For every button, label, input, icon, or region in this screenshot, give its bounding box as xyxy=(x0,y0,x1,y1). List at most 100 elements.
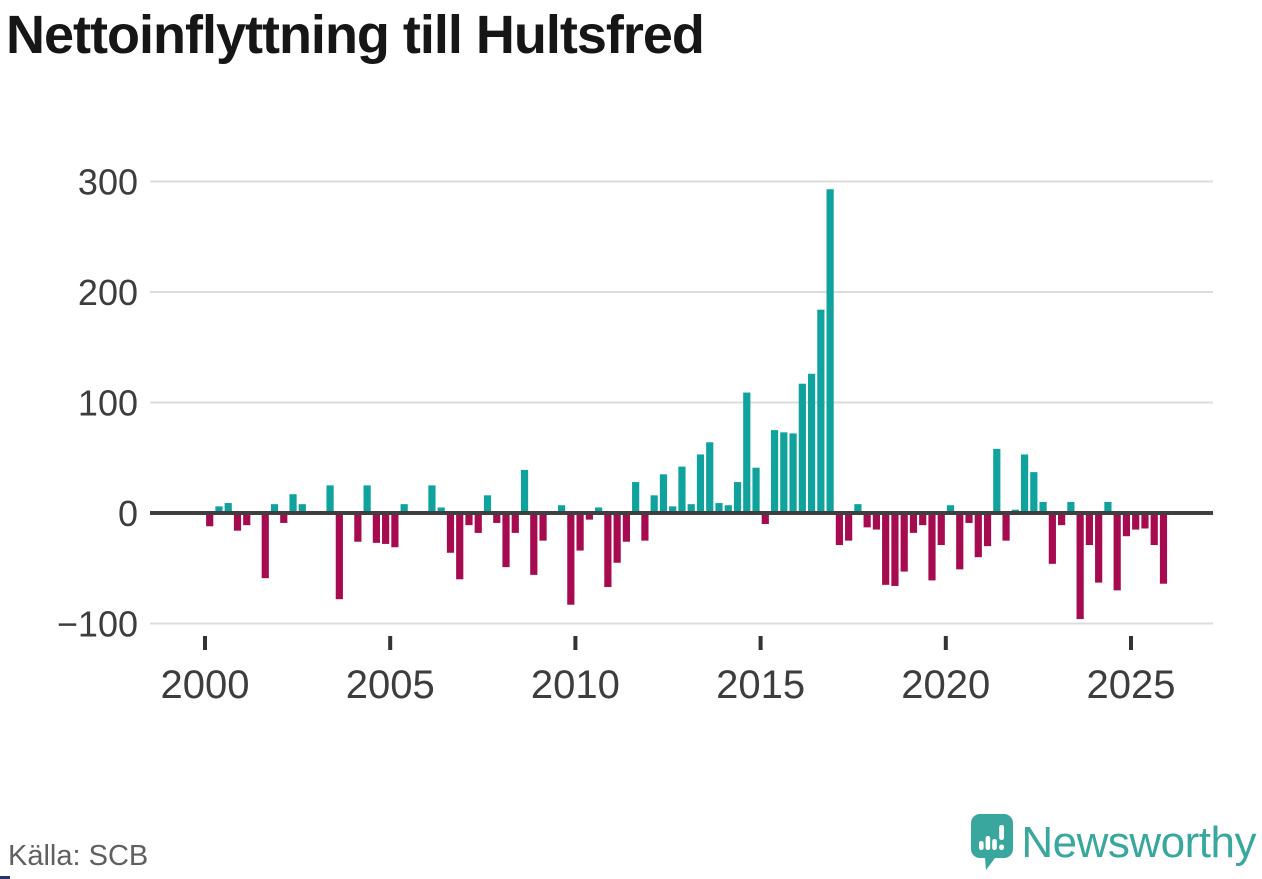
bar-2024Q4 xyxy=(1122,513,1131,537)
x-axis-tick-2000 xyxy=(203,636,207,650)
bar-2001Q1 xyxy=(243,513,251,526)
bar-2012Q3 xyxy=(669,506,677,513)
bar-2025Q3 xyxy=(1150,513,1158,546)
bar-2000Q1 xyxy=(206,513,214,527)
bar-2021Q3 xyxy=(1002,513,1010,541)
bar-2006Q3 xyxy=(446,513,455,553)
bar-2008Q3 xyxy=(520,469,529,513)
gridline-y300 xyxy=(150,180,1213,183)
bar-2005Q2 xyxy=(400,504,408,513)
bar-2019Q4 xyxy=(937,513,945,546)
x-axis-tick-2025 xyxy=(1129,636,1133,650)
bar-2014Q3 xyxy=(743,392,751,513)
x-axis-label: 2020 xyxy=(901,663,990,707)
bar-2017Q2 xyxy=(845,513,853,541)
bar-2016Q2 xyxy=(808,373,816,513)
x-axis-label: 2010 xyxy=(531,663,620,707)
bar-2025Q4 xyxy=(1159,513,1168,584)
bar-2013Q4 xyxy=(715,503,723,514)
bar-2019Q3 xyxy=(928,513,936,581)
bar-2007Q1 xyxy=(465,513,473,526)
bar-2016Q3 xyxy=(817,309,825,513)
bar-2018Q4 xyxy=(900,513,908,572)
bar-2009Q1 xyxy=(539,513,547,541)
bar-2020Q1 xyxy=(946,505,955,513)
x-axis-zero-line xyxy=(150,511,1213,515)
bar-2006Q1 xyxy=(428,485,436,514)
bar-2005Q1 xyxy=(391,513,399,548)
bar-2002Q1 xyxy=(280,513,288,523)
bar-2022Q1 xyxy=(1020,454,1029,513)
bar-2013Q3 xyxy=(706,442,714,513)
bar-2013Q2 xyxy=(696,454,705,513)
bar-2000Q4 xyxy=(233,513,242,531)
bar-2004Q3 xyxy=(372,513,380,543)
bar-2014Q1 xyxy=(724,505,732,513)
bar-2021Q1 xyxy=(983,513,992,547)
bar-2018Q2 xyxy=(882,513,890,585)
bar-2025Q2 xyxy=(1141,513,1149,529)
bottom-corner-mark xyxy=(0,876,10,879)
bar-2007Q4 xyxy=(493,513,501,523)
bar-2011Q3 xyxy=(632,482,640,513)
x-axis-tick-2005 xyxy=(388,636,393,650)
bar-2016Q4 xyxy=(826,189,834,514)
bar-2014Q4 xyxy=(752,467,760,513)
bar-2002Q2 xyxy=(289,494,297,513)
x-axis-tick-2010 xyxy=(573,636,578,650)
bar-2015Q2 xyxy=(770,430,779,514)
x-axis-label: 2000 xyxy=(161,663,250,707)
bar-2009Q3 xyxy=(557,505,566,513)
bar-2020Q4 xyxy=(974,513,982,558)
bar-2017Q1 xyxy=(835,513,843,546)
source-note: Källa: SCB xyxy=(8,840,149,872)
gridline-y100 xyxy=(150,401,1213,404)
bar-2019Q2 xyxy=(919,513,927,526)
bar-2019Q1 xyxy=(909,513,918,533)
bar-2015Q4 xyxy=(789,433,797,513)
bar-2004Q4 xyxy=(382,513,390,544)
bar-2023Q4 xyxy=(1085,513,1093,546)
bar-2022Q2 xyxy=(1030,472,1038,513)
y-axis-label: 200 xyxy=(78,272,138,313)
bar-2001Q4 xyxy=(270,504,279,513)
bar-2023Q3 xyxy=(1076,513,1084,620)
bar-2023Q1 xyxy=(1058,513,1066,526)
bar-2020Q3 xyxy=(965,513,973,523)
bar-2018Q3 xyxy=(891,513,899,586)
newsworthy-wordmark: Newsworthy xyxy=(1021,818,1256,867)
chart-title: Nettoinflyttning till Hultsfred xyxy=(6,5,705,65)
y-axis-label: 100 xyxy=(78,383,138,424)
bar-2007Q3 xyxy=(483,495,492,513)
newsworthy-logo: Newsworthy xyxy=(971,814,1256,875)
bar-2010Q3 xyxy=(595,507,603,514)
bar-2022Q4 xyxy=(1048,513,1056,564)
bar-2009Q4 xyxy=(567,513,575,605)
bar-2016Q1 xyxy=(798,383,806,513)
bar-2014Q2 xyxy=(733,482,742,513)
gridline-y-100 xyxy=(150,622,1213,625)
bar-2008Q4 xyxy=(530,513,538,575)
bar-2012Q1 xyxy=(650,495,658,513)
bar-2008Q1 xyxy=(502,513,510,568)
bar-2017Q4 xyxy=(863,513,871,528)
bar-2017Q3 xyxy=(854,504,862,513)
bar-2010Q1 xyxy=(576,513,584,551)
bar-2015Q3 xyxy=(780,432,788,513)
bar-2012Q2 xyxy=(659,474,668,513)
bar-2011Q2 xyxy=(622,513,630,542)
bar-2010Q2 xyxy=(585,513,593,520)
bar-chart: 300 200 100 0 −100 2000 2005 2010 2015 2020 2025 xyxy=(0,140,1262,710)
bar-2015Q1 xyxy=(761,513,769,525)
newsworthy-pin-chart-icon xyxy=(971,814,1014,875)
bar-2000Q2 xyxy=(215,506,223,513)
x-axis-label: 2005 xyxy=(346,663,435,707)
bar-2002Q3 xyxy=(298,504,306,513)
x-axis-label: 2025 xyxy=(1087,663,1176,707)
bar-2011Q1 xyxy=(613,513,621,563)
bar-2004Q2 xyxy=(363,485,371,514)
bar-2008Q2 xyxy=(511,513,519,533)
bar-2018Q1 xyxy=(872,513,881,530)
bar-2003Q3 xyxy=(335,513,343,600)
bar-2021Q2 xyxy=(993,448,1001,513)
